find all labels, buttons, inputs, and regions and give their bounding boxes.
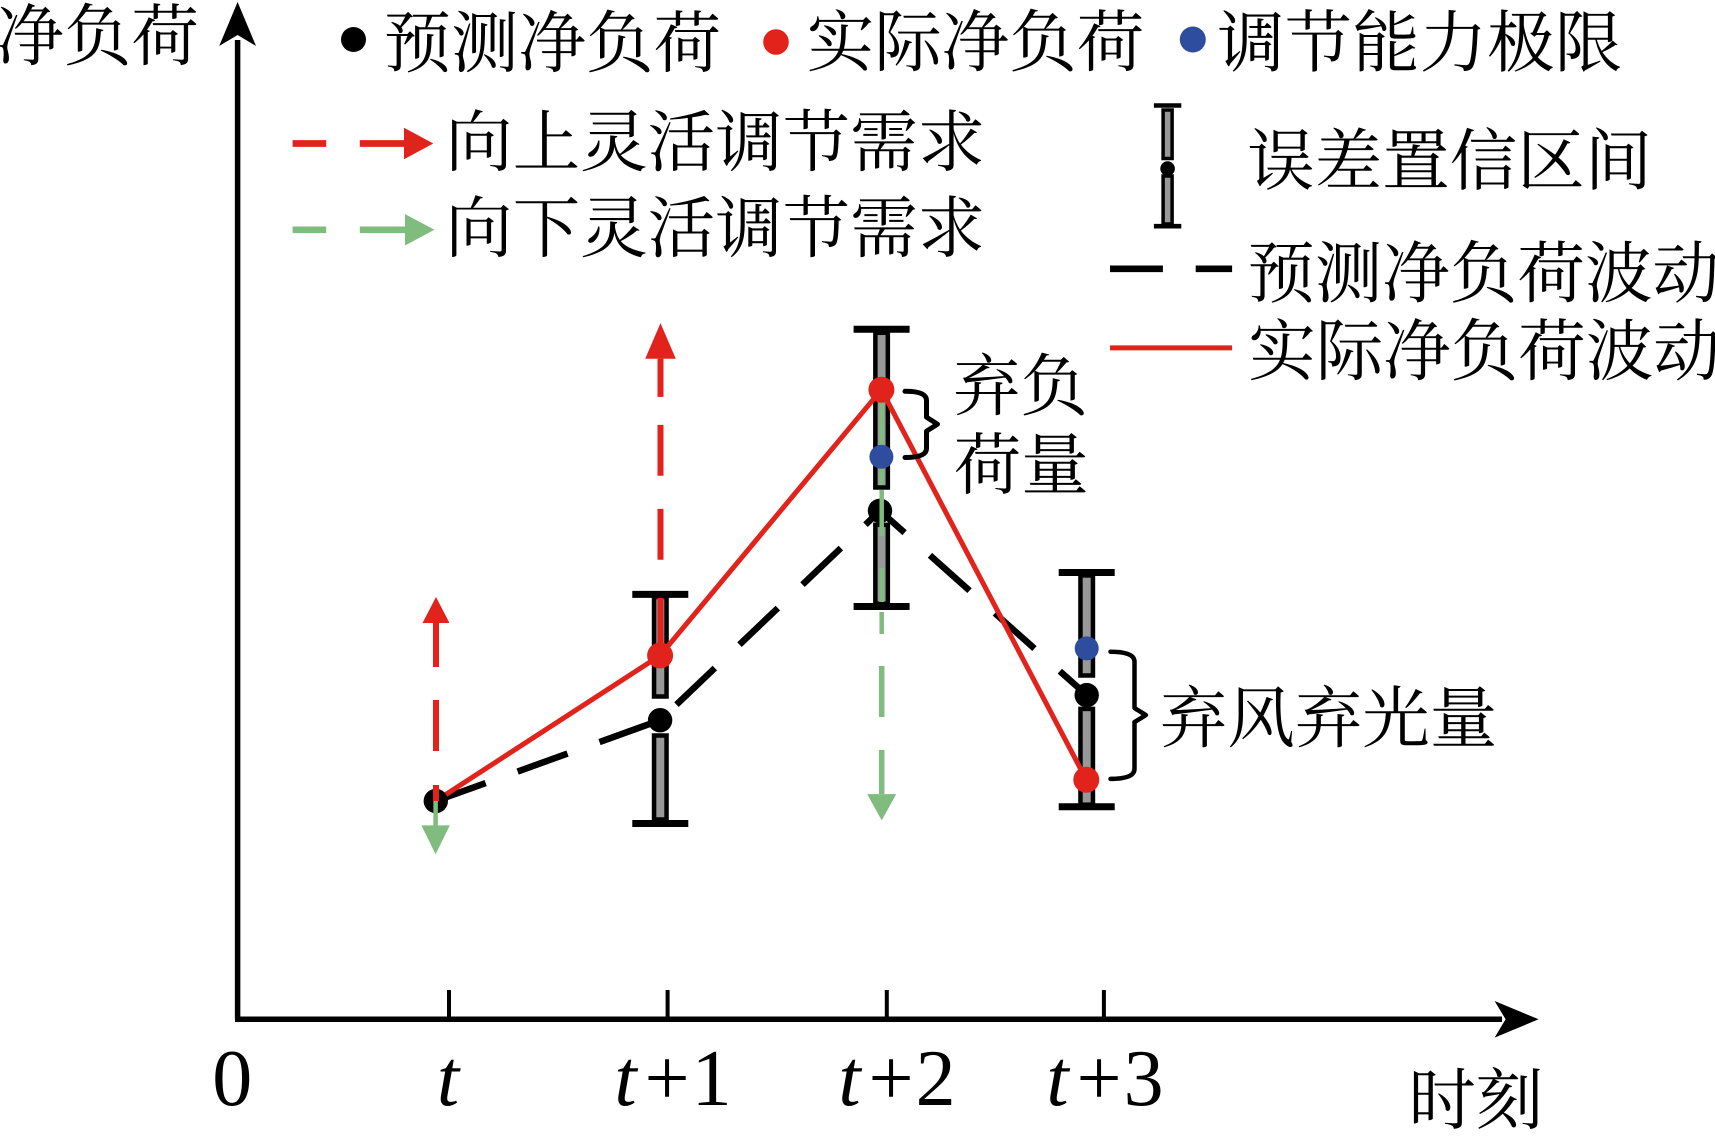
svg-text:t: t: [437, 1035, 461, 1123]
svg-text:t+3: t +3: [1046, 1035, 1163, 1123]
svg-text:t+1: t +1: [614, 1035, 731, 1123]
svg-text:t+2: t +2: [838, 1035, 955, 1123]
svg-text:0: 0: [212, 1035, 252, 1123]
